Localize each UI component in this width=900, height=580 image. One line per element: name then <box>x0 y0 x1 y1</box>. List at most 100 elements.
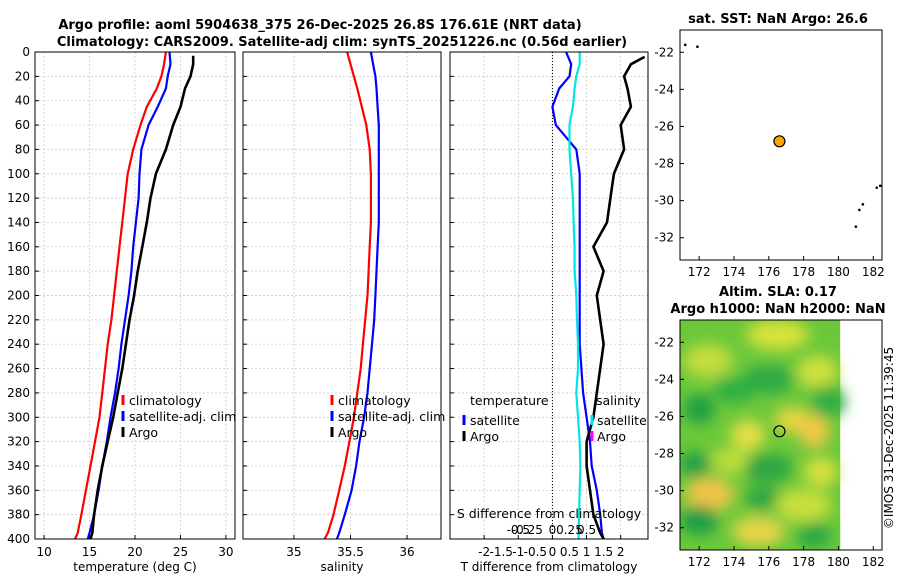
sla-title-line-1: Altim. SLA: 0.17 <box>719 285 837 300</box>
y-tick-label-19: 380 <box>7 508 30 522</box>
map-frame <box>679 319 883 551</box>
map-y-tick-label-0: -22 <box>654 335 674 349</box>
y-tick-label-13: 260 <box>7 362 30 376</box>
y-tick-label-9: 180 <box>7 264 30 278</box>
x-tick-label-2: 20 <box>127 545 142 559</box>
land-point-6 <box>878 184 882 188</box>
x-tick-label-4: 0 <box>549 545 557 559</box>
sla-blob-18 <box>732 516 785 547</box>
x-axis-label: salinity <box>320 560 363 574</box>
sla-blob-13 <box>803 457 839 487</box>
argo-float-marker <box>773 425 786 438</box>
sla-blob-11 <box>744 453 794 484</box>
y-tick-label-20: 400 <box>7 532 30 546</box>
map-x-tick-label-3: 178 <box>792 265 815 279</box>
sla-blob-4 <box>742 364 795 395</box>
land-point-0 <box>683 43 687 47</box>
map-x-tick-label-4: 180 <box>827 555 850 569</box>
y-tick-label-7: 140 <box>7 215 30 229</box>
map-x-tick-label-0: 172 <box>688 265 711 279</box>
x-axis-label: T difference from climatology <box>460 560 638 574</box>
y-tick-label-12: 240 <box>7 337 30 351</box>
title-line-2: Climatology: CARS2009. Satellite-adj cli… <box>57 35 627 50</box>
map-y-tick-label-2: -26 <box>654 409 674 423</box>
x-tick-label-7: 1.5 <box>594 545 613 559</box>
sla-blob-0 <box>746 320 809 350</box>
legend-label-2: Argo <box>338 425 367 440</box>
top-tick-label-3: 0.25 <box>556 523 583 537</box>
legend-label-1: satellite-adj. clim <box>129 409 236 424</box>
sla-blob-9 <box>730 420 766 450</box>
series-line-1 <box>568 52 582 539</box>
y-tick-label-2: 40 <box>15 94 30 108</box>
y-tick-label-5: 100 <box>7 167 30 181</box>
land-point-5 <box>875 186 879 189</box>
x-tick-label-4: 30 <box>218 545 233 559</box>
top-tick-label-2: 0 <box>549 523 557 537</box>
series-group <box>551 52 646 539</box>
x-axis-label: temperature (deg C) <box>73 560 196 574</box>
x-tick-label-0: 35 <box>286 545 301 559</box>
x-tick-label-2: 36 <box>399 545 414 559</box>
salinity-panel: 35 35.5 36 salinity climatologysatellite-adj… <box>242 51 445 574</box>
sla-heatmap <box>680 320 846 550</box>
temperature-panel: 10 15 20 25 30020406080100120140160180200220… <box>7 45 236 574</box>
legend-header-temperature: temperature <box>470 393 549 408</box>
series-line-0 <box>323 52 372 539</box>
land-point-2 <box>854 225 858 228</box>
difference-panel: -2 -1.5 -1 -0.5 0 0.5 1 1.5 2T difference from c… <box>449 51 649 574</box>
series-line-0 <box>551 52 605 539</box>
map-y-tick-label-5: -32 <box>654 521 674 535</box>
sla-blob-19 <box>796 522 832 549</box>
legend-label-2: Argo <box>129 425 158 440</box>
x-tick-label-1: -1.5 <box>489 545 512 559</box>
series-line-2 <box>89 55 195 539</box>
map-x-tick-label-0: 172 <box>688 555 711 569</box>
legend-left-label-0: satellite <box>470 413 520 428</box>
legend-label-1: satellite-adj. clim <box>338 409 445 424</box>
sla-blob-8 <box>798 414 830 448</box>
x-tick-label-6: 1 <box>583 545 591 559</box>
y-tick-label-4: 80 <box>15 142 30 156</box>
map-x-tick-label-2: 176 <box>757 265 780 279</box>
top-tick-label-4: 0.5 <box>577 523 596 537</box>
x-tick-label-2: -1 <box>512 545 524 559</box>
sla-blobs <box>680 320 846 549</box>
x-tick-label-1: 35.5 <box>337 545 364 559</box>
series-group <box>323 52 380 539</box>
sla-blob-10 <box>709 447 752 474</box>
x-tick-label-8: 2 <box>617 545 625 559</box>
sla-blob-2 <box>796 355 839 389</box>
map-y-tick-label-3: -28 <box>654 447 674 461</box>
top-tick-label-1: -0.25 <box>512 523 543 537</box>
legend-header-salinity: salinity <box>596 393 641 408</box>
y-tick-label-0: 0 <box>22 45 30 59</box>
sla-blob-1 <box>683 344 733 378</box>
map-y-tick-label-4: -30 <box>654 194 674 208</box>
sst-map-title: sat. SST: NaN Argo: 26.6 <box>688 12 868 27</box>
x-tick-label-5: 0.5 <box>560 545 579 559</box>
sla-blob-17 <box>680 505 719 536</box>
legend-left-label-1: Argo <box>470 429 499 444</box>
y-tick-label-15: 300 <box>7 410 30 424</box>
sla-map-panel: 172 174 176 178 180 182 -22 -24 -26 -28 -30 -32 Alti… <box>654 285 885 569</box>
series-group <box>73 52 195 539</box>
sla-title-line-2: Argo h1000: NaN h2000: NaN <box>670 302 885 317</box>
map-x-tick-label-4: 180 <box>827 265 850 279</box>
y-tick-label-10: 200 <box>7 289 30 303</box>
sla-blob-12 <box>680 451 712 478</box>
y-tick-label-18: 360 <box>7 483 30 497</box>
sst-map-panel: 172 174 176 178 180 182 -22 -24 -26 -28 -30 -32 sat.… <box>654 12 884 279</box>
y-tick-label-6: 120 <box>7 191 30 205</box>
map-x-tick-label-5: 182 <box>862 265 885 279</box>
y-tick-label-14: 280 <box>7 386 30 400</box>
sla-blob-6 <box>683 394 715 424</box>
series-line-2 <box>585 55 646 539</box>
map-x-tick-label-1: 174 <box>723 265 746 279</box>
map-x-tick-label-5: 182 <box>862 555 885 569</box>
land-point-1 <box>696 45 699 48</box>
legend-right-label-1: Argo <box>597 429 626 444</box>
title-line-1: Argo profile: aoml 5904638_375 26-Dec-20… <box>58 18 581 33</box>
sla-blob-14 <box>685 477 734 512</box>
